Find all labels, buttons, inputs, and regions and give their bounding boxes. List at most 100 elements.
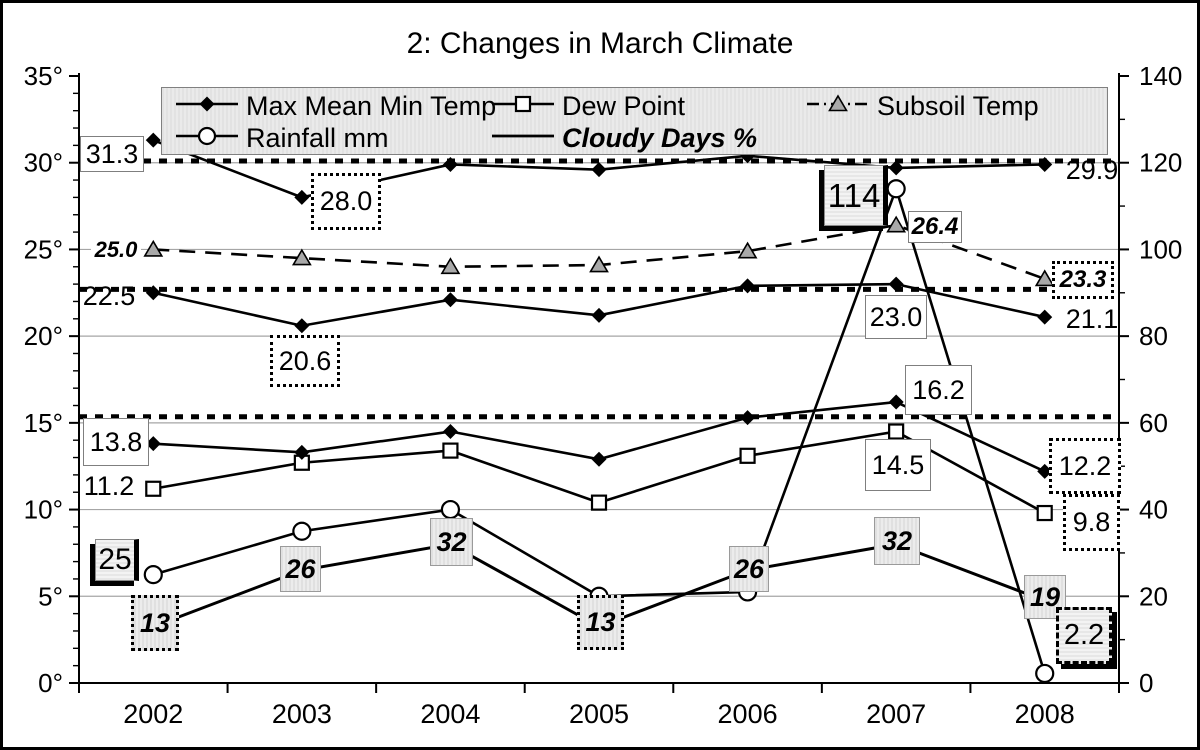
data-label: 26 — [280, 546, 321, 592]
y-left-label: 0° — [38, 668, 63, 698]
data-point-circle — [143, 565, 163, 585]
data-point-square — [739, 447, 756, 464]
data-point-square — [442, 442, 459, 459]
y-right-label: 100 — [1139, 234, 1182, 264]
data-point-diamond — [1037, 463, 1053, 479]
legend-item-max-mean-min-temp: Max Mean Min Temp — [176, 91, 496, 121]
legend-item-subsoil-temp: Subsoil Temp — [807, 91, 1039, 121]
data-point-circle — [886, 179, 906, 199]
x-axis-label: 2003 — [272, 699, 332, 729]
data-point-diamond — [740, 278, 756, 294]
data-point-square — [1036, 504, 1053, 522]
x-axis-label: 2005 — [569, 699, 629, 729]
y-left-label: 30° — [24, 148, 63, 178]
data-label: 16.2 — [905, 365, 972, 415]
x-axis-label: 2008 — [1015, 699, 1075, 729]
legend-item-label: Cloudy Days % — [562, 122, 758, 153]
data-label: 20.6 — [270, 335, 340, 387]
y-right-label: 20 — [1139, 581, 1168, 611]
legend-item-dew-point: Dew Point — [492, 91, 685, 121]
y-left-label: 15° — [24, 408, 63, 438]
data-point-diamond — [145, 436, 161, 452]
y-right-label: 120 — [1139, 148, 1182, 178]
data-label: 23.3 — [1052, 261, 1114, 299]
data-point-triangle — [143, 239, 164, 257]
data-point-diamond — [442, 424, 458, 440]
data-point-diamond — [294, 444, 310, 460]
data-point-triangle — [291, 248, 312, 266]
legend-item-label: Dew Point — [562, 90, 686, 121]
y-left-label: 10° — [24, 495, 63, 525]
data-point-diamond — [1037, 309, 1053, 325]
data-label: 25.0 — [91, 237, 141, 263]
x-axis-label: 2004 — [420, 699, 480, 729]
data-label: 21.1 — [1065, 303, 1119, 334]
data-point-circle — [1035, 663, 1055, 684]
y-right-label: 60 — [1139, 408, 1168, 438]
data-point-diamond — [888, 394, 904, 410]
data-point-diamond — [145, 132, 161, 148]
square-legend-marker-icon — [492, 91, 554, 122]
data-label: 12.2 — [1049, 438, 1121, 494]
data-point-diamond — [1037, 156, 1053, 172]
data-point-triangle — [886, 215, 907, 233]
data-point-triangle — [737, 241, 758, 259]
legend-item-label: Subsoil Temp — [877, 90, 1039, 121]
y-right-label: 0 — [1139, 668, 1153, 698]
y-left-label: 20° — [24, 321, 63, 351]
legend-item-cloudy-days-: Cloudy Days % — [492, 123, 757, 153]
triangle-legend-marker-icon — [807, 91, 869, 122]
data-label: 31.3 — [80, 136, 144, 172]
data-label: 26 — [729, 546, 769, 592]
data-label: 9.8 — [1063, 494, 1120, 551]
data-point-diamond — [442, 292, 458, 308]
legend-item-label: Rainfall mm — [246, 122, 389, 153]
data-label: 14.5 — [865, 439, 931, 491]
data-point-diamond — [888, 276, 904, 292]
data-label: 11.2 — [83, 470, 135, 501]
data-point-triangle — [1034, 269, 1055, 287]
y-left-label: 5° — [38, 581, 63, 611]
data-point-triangle — [440, 257, 461, 275]
data-point-triangle — [589, 255, 609, 273]
data-point-diamond — [442, 156, 458, 172]
data-label: 13 — [577, 595, 624, 650]
data-point-diamond — [294, 189, 310, 205]
data-point-diamond — [888, 160, 904, 176]
data-point-square — [590, 494, 608, 511]
data-point-diamond — [591, 162, 607, 178]
data-point-diamond — [591, 451, 607, 467]
data-point-diamond — [145, 285, 161, 301]
data-label: 28.0 — [311, 173, 381, 230]
data-point-diamond — [294, 318, 310, 334]
line-legend-marker-icon — [492, 123, 554, 154]
legend-item-rainfall-mm: Rainfall mm — [176, 123, 389, 153]
data-label: 25 — [95, 539, 139, 581]
data-label: 13 — [131, 595, 179, 651]
legend-item-label: Max Mean Min Temp — [246, 90, 497, 121]
chart-title: 2: Changes in March Climate — [406, 27, 794, 60]
data-point-circle — [440, 499, 461, 520]
data-label: 2.2 — [1056, 607, 1112, 664]
data-label: 13.8 — [83, 418, 149, 466]
legend: Max Mean Min Temp Dew Point Subsoil Temp Ra… — [161, 87, 1108, 155]
data-point-circle — [292, 521, 312, 541]
data-point-square — [145, 480, 162, 497]
data-label: 22.5 — [82, 280, 136, 311]
y-left-label: 25° — [24, 234, 63, 264]
data-point-square — [888, 423, 905, 440]
y-right-label: 40 — [1139, 495, 1168, 525]
y-right-label: 140 — [1139, 61, 1182, 91]
circle-legend-marker-icon — [176, 123, 238, 154]
data-point-diamond — [740, 410, 756, 426]
data-label: 114 — [824, 165, 888, 226]
y-left-label: 35° — [24, 61, 63, 91]
x-axis-label: 2007 — [866, 699, 926, 729]
y-right-label: 80 — [1139, 321, 1168, 351]
x-axis-label: 2006 — [718, 699, 778, 729]
diamond-legend-marker-icon — [176, 91, 238, 122]
data-label: 26.4 — [908, 211, 962, 243]
data-label: 32 — [874, 517, 920, 565]
x-axis-label: 2002 — [123, 699, 183, 729]
